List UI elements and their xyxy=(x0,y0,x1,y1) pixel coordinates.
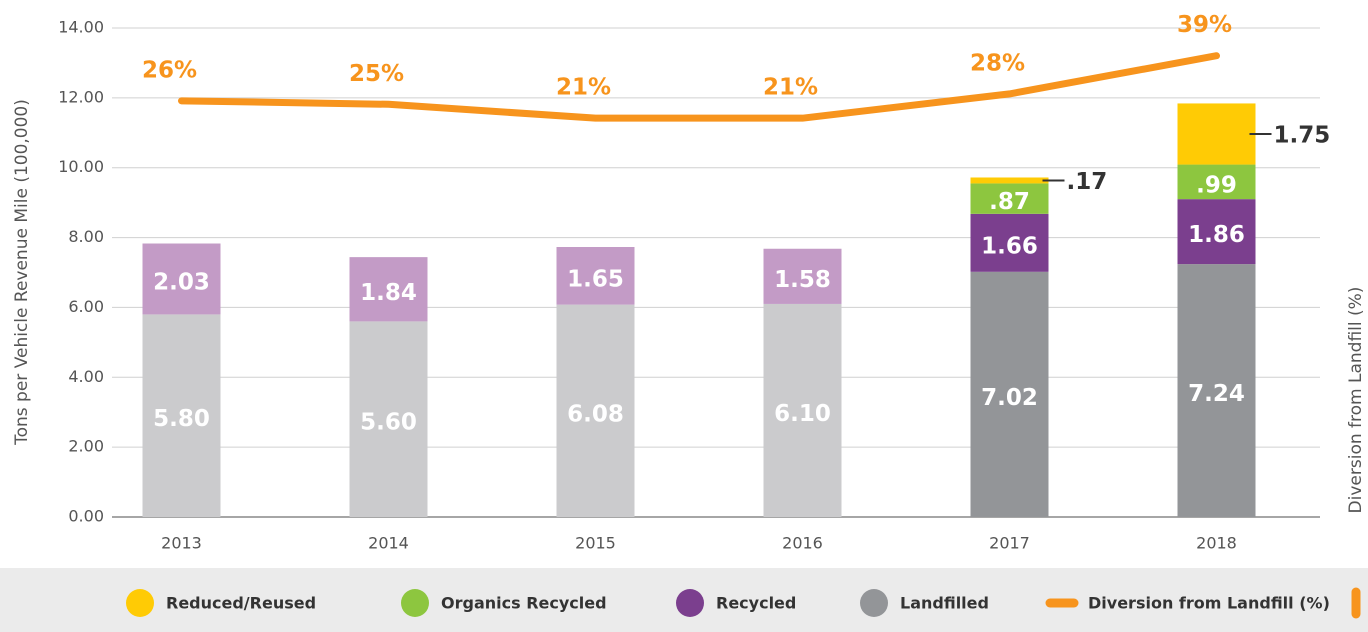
legend-label: Diversion from Landfill (%) xyxy=(1088,594,1330,613)
data-label: 5.60 xyxy=(360,410,417,436)
data-label: .87 xyxy=(989,189,1030,215)
data-label: 5.80 xyxy=(153,406,210,432)
bar-segment xyxy=(1177,164,1256,200)
bar-segment xyxy=(763,303,842,517)
x-tick-label: 2018 xyxy=(1196,534,1237,553)
data-label: 7.02 xyxy=(981,385,1038,411)
bar-segment xyxy=(349,257,428,322)
data-label: 7.24 xyxy=(1188,381,1245,407)
bar-segment xyxy=(1177,199,1256,265)
data-label: 1.86 xyxy=(1188,222,1245,248)
data-label: 1.66 xyxy=(981,233,1038,259)
x-tick-label: 2014 xyxy=(368,534,409,553)
line-label: 21% xyxy=(556,75,611,101)
bar-segment xyxy=(970,177,1049,184)
line-label: 39% xyxy=(1177,12,1232,38)
y-tick-label: 4.00 xyxy=(68,367,104,386)
data-label: 6.08 xyxy=(567,401,624,427)
data-label: 1.75 xyxy=(1274,123,1331,149)
y-tick-label: 8.00 xyxy=(68,227,104,246)
line-label: 26% xyxy=(142,57,197,83)
line xyxy=(178,52,1220,122)
legend-label: Landfilled xyxy=(900,594,989,613)
x-tick-label: 2017 xyxy=(989,534,1030,553)
y-tick-label: 14.00 xyxy=(58,18,104,37)
y-tick-label: 10.00 xyxy=(58,157,104,176)
legend-swatch xyxy=(126,589,154,617)
bar-segment xyxy=(142,243,221,315)
bar-segment xyxy=(1177,264,1256,517)
bar-segment xyxy=(970,213,1049,272)
data-label: 1.65 xyxy=(567,266,624,292)
data-label: .17 xyxy=(1067,169,1108,195)
legend-swatch xyxy=(860,589,888,617)
line-label: 25% xyxy=(349,61,404,87)
data-label: 2.03 xyxy=(153,269,210,295)
line-label: 21% xyxy=(763,75,818,101)
legend-label: Reduced/Reused xyxy=(166,594,316,613)
y-axis-title: Tons per Vehicle Revenue Mile (100,000) xyxy=(12,99,32,446)
bar-segment xyxy=(556,304,635,517)
y-tick-label: 12.00 xyxy=(58,87,104,106)
y2-axis-title: Diversion from Landfill (%) xyxy=(1346,287,1366,514)
line-label: 28% xyxy=(970,50,1025,76)
legend-label: Recycled xyxy=(716,594,796,613)
bar-segment xyxy=(556,247,635,305)
x-tick-label: 2016 xyxy=(782,534,823,553)
bar-segment xyxy=(349,321,428,517)
data-label: 1.58 xyxy=(774,267,831,293)
y-tick-label: 2.00 xyxy=(68,437,104,456)
y-tick-label: 0.00 xyxy=(68,507,104,526)
x-tick-label: 2013 xyxy=(161,534,202,553)
bar-segment xyxy=(970,183,1049,214)
legend-label: Organics Recycled xyxy=(441,594,607,613)
data-label: .99 xyxy=(1196,172,1237,198)
x-tick-label: 2015 xyxy=(575,534,616,553)
data-label: 6.10 xyxy=(774,401,831,427)
y-tick-label: 6.00 xyxy=(68,297,104,316)
legend-swatch xyxy=(401,589,429,617)
data-label: 1.84 xyxy=(360,280,417,306)
bar-segment xyxy=(763,248,842,304)
bar-segment xyxy=(142,314,221,517)
bar-segment xyxy=(1177,103,1256,165)
bar-segment xyxy=(970,271,1049,517)
legend-swatch xyxy=(676,589,704,617)
